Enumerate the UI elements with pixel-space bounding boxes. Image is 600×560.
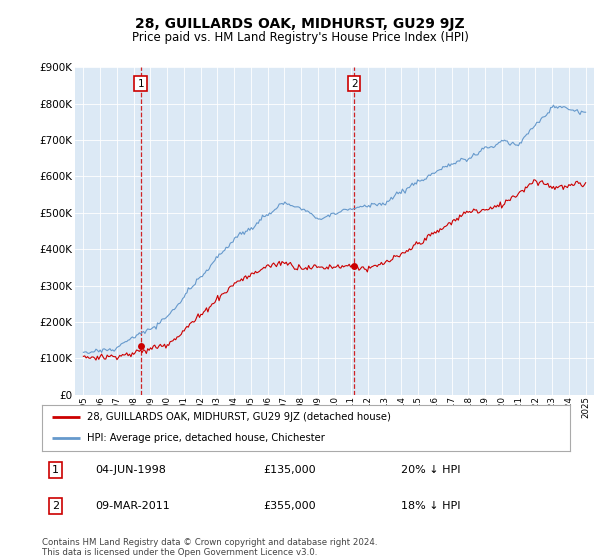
Text: 04-JUN-1998: 04-JUN-1998 [95,465,166,475]
Text: 28, GUILLARDS OAK, MIDHURST, GU29 9JZ (detached house): 28, GUILLARDS OAK, MIDHURST, GU29 9JZ (d… [87,412,391,422]
Text: 1: 1 [52,465,59,475]
Text: £135,000: £135,000 [264,465,316,475]
Text: Contains HM Land Registry data © Crown copyright and database right 2024.
This d: Contains HM Land Registry data © Crown c… [42,538,377,557]
Text: Price paid vs. HM Land Registry's House Price Index (HPI): Price paid vs. HM Land Registry's House … [131,31,469,44]
Text: 18% ↓ HPI: 18% ↓ HPI [401,501,461,511]
Text: 2: 2 [52,501,59,511]
Text: 28, GUILLARDS OAK, MIDHURST, GU29 9JZ: 28, GUILLARDS OAK, MIDHURST, GU29 9JZ [135,17,465,31]
Text: £355,000: £355,000 [264,501,316,511]
Text: HPI: Average price, detached house, Chichester: HPI: Average price, detached house, Chic… [87,433,325,444]
Text: 1: 1 [137,78,144,88]
Text: 09-MAR-2011: 09-MAR-2011 [95,501,170,511]
Text: 20% ↓ HPI: 20% ↓ HPI [401,465,461,475]
Text: 2: 2 [351,78,358,88]
